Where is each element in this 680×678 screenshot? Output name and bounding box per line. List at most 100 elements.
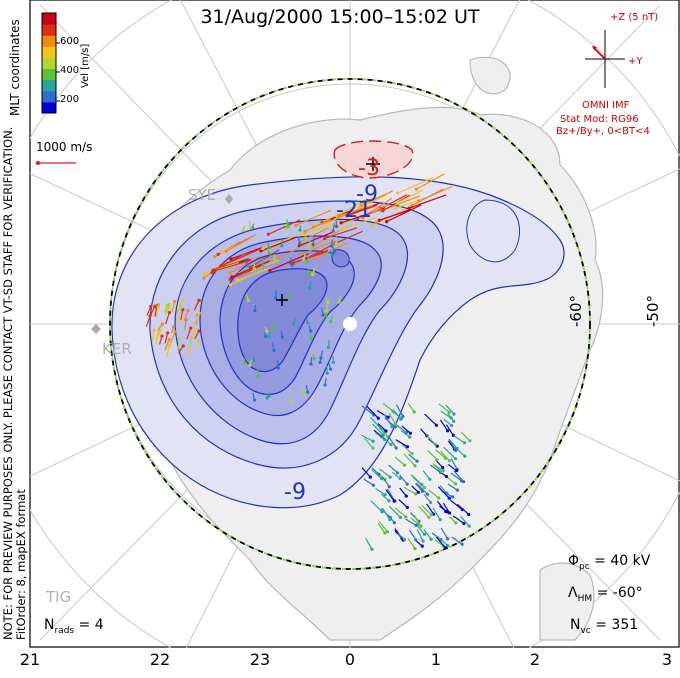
vector-origin (309, 329, 312, 332)
vector-origin (448, 459, 451, 462)
vector-origin (184, 318, 187, 321)
vector-origin (410, 452, 413, 455)
vector-origin (268, 269, 271, 272)
imf-z-label: +Z (5 nT) (610, 12, 658, 23)
vector-origin (323, 237, 326, 240)
vector-origin (319, 357, 322, 360)
vector-origin (415, 460, 418, 463)
x-tick: 21 (20, 650, 40, 669)
vector-origin (186, 309, 189, 312)
vector-origin (430, 513, 433, 516)
vector-origin (437, 496, 440, 499)
vector-origin (460, 543, 463, 546)
vector-origin (371, 446, 374, 449)
vector-origin (455, 469, 458, 472)
vector-origin (265, 330, 268, 333)
vector-origin (423, 533, 426, 536)
vector-origin (308, 286, 311, 289)
vector-origin (172, 325, 175, 328)
vector-origin (439, 518, 442, 521)
vector-origin (445, 475, 448, 478)
nrads-value: 4 (95, 617, 104, 633)
vector-origin (394, 207, 397, 210)
imf-dial (585, 30, 625, 88)
vector-origin (330, 245, 333, 248)
vector-origin (435, 424, 438, 427)
vector-origin (413, 410, 416, 413)
vector-origin (389, 475, 392, 478)
imf-y-label: +Y (628, 56, 643, 67)
nvc-stat: Nvc = 351 (570, 617, 638, 636)
vector-origin (313, 357, 316, 360)
vector-origin (312, 225, 315, 228)
vector-origin (396, 471, 399, 474)
vector-origin (301, 252, 304, 255)
phi-pc-stat: Φpc = 40 kV (568, 553, 650, 572)
vector-origin (379, 427, 382, 430)
vector-origin (225, 250, 228, 253)
vector-origin (253, 267, 256, 270)
vector-origin (378, 219, 381, 222)
vector-origin (421, 539, 424, 542)
vector-origin (383, 438, 386, 441)
vector-origin (272, 349, 275, 352)
vector-origin (369, 476, 372, 479)
vector-origin (338, 300, 341, 303)
vector-origin (384, 429, 387, 432)
vector-origin (298, 242, 301, 245)
vector-origin (386, 530, 389, 533)
vector-origin (277, 366, 280, 369)
vector-origin (326, 301, 329, 304)
vector-origin (246, 263, 249, 266)
vector-origin (280, 244, 283, 247)
vector-origin (267, 233, 270, 236)
vector-origin (396, 192, 399, 195)
vector-origin (197, 330, 200, 333)
vector-origin (429, 501, 432, 504)
vector-origin (197, 299, 200, 302)
vector-origin (253, 398, 256, 401)
vector-origin (463, 441, 466, 444)
vector-origin (229, 283, 232, 286)
vector-origin (249, 226, 252, 229)
vector-origin (454, 482, 457, 485)
vector-origin (228, 271, 231, 274)
vector-origin (306, 391, 309, 394)
vector-origin (149, 305, 152, 308)
station-label: SYE (188, 186, 216, 204)
vector-origin (452, 420, 455, 423)
vector-origin (396, 201, 399, 204)
vector-origin (243, 361, 246, 364)
vector-origin (468, 524, 471, 527)
x-tick: 2 (530, 650, 540, 669)
x-tick: 23 (250, 650, 270, 669)
vector-origin (372, 484, 375, 487)
vector-origin (461, 508, 464, 511)
vector-origin (281, 335, 284, 338)
vector-origin (340, 227, 343, 230)
vector-origin (156, 305, 159, 308)
vector-origin (417, 199, 420, 202)
vector-origin (268, 251, 271, 254)
vector-origin (305, 261, 308, 264)
vector-origin (294, 224, 297, 227)
vector-origin (423, 486, 426, 489)
vector-origin (267, 335, 270, 338)
vector-origin (273, 328, 276, 331)
vector-origin (329, 320, 332, 323)
vector-origin (236, 279, 239, 282)
vector-origin (182, 344, 185, 347)
vector-origin (329, 368, 332, 371)
vector-origin (394, 422, 397, 425)
vector-origin (220, 250, 223, 253)
lat-label: -50° (644, 295, 662, 327)
vector-origin (434, 443, 437, 446)
station-label: KER (102, 340, 132, 358)
vector-origin (399, 516, 402, 519)
vector-origin (166, 331, 169, 334)
vector-origin (213, 269, 216, 272)
vector-origin (451, 495, 454, 498)
imf-condition: Bz+/By+, 0<BT<4 (556, 126, 650, 137)
vector-origin (406, 483, 409, 486)
